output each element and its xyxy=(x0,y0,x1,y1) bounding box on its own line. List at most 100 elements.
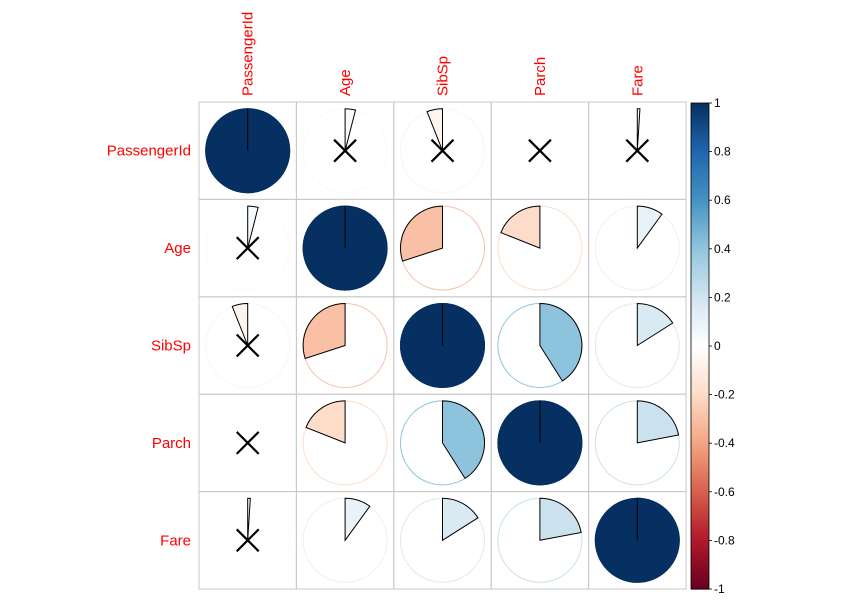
colorbar-segment xyxy=(691,571,709,576)
colorbar-segment xyxy=(691,516,709,520)
colorbar-segment xyxy=(691,418,709,422)
row-labels: PassengerId Age SibSp Parch Fare xyxy=(107,143,191,550)
colorbar-segment xyxy=(691,508,709,512)
insignificant-cross xyxy=(528,138,552,163)
colorbar-segment xyxy=(691,246,709,250)
colorbar-segment xyxy=(691,394,709,398)
row-label-age: Age xyxy=(164,240,191,257)
colorbar-segment xyxy=(691,129,709,133)
cell-passengerid-parch xyxy=(490,101,590,200)
colorbar-segment xyxy=(691,520,709,524)
colorbar-segment xyxy=(691,535,709,539)
colorbar-segment xyxy=(691,574,709,578)
colorbar-segment xyxy=(691,350,709,354)
colorbar-segment xyxy=(691,183,709,187)
color-legend: 1 0.8 0.6 0.4 0.2 0 -0.2 -0.4 -0.6 -0.8 -1 xyxy=(690,96,735,596)
colorbar-segment xyxy=(691,484,709,488)
colorbar-segment xyxy=(691,528,709,532)
colorbar-segment xyxy=(691,144,709,148)
colorbar-segment xyxy=(691,457,709,461)
colorbar-segment xyxy=(691,251,709,255)
colorbar-segment xyxy=(691,338,709,342)
colorbar-segment xyxy=(691,455,709,459)
pie-wedge xyxy=(305,400,346,444)
colorbar-segment xyxy=(691,231,709,235)
insignificant-cross xyxy=(430,138,455,163)
correlation-grid xyxy=(198,101,687,590)
pie-wedge xyxy=(344,497,371,542)
colorbar-segment xyxy=(691,178,709,182)
colorbar-segment xyxy=(691,477,709,481)
colorbar-segment xyxy=(691,501,709,505)
colorbar-segment xyxy=(691,375,709,379)
colorbar-segment xyxy=(691,579,709,583)
colorbar-segment xyxy=(691,107,709,111)
colorbar-segment xyxy=(691,467,709,471)
col-label-fare: Fare xyxy=(629,65,646,96)
pie-wedge xyxy=(302,302,346,360)
colorbar-segment xyxy=(691,445,709,449)
row-label-sibsp: SibSp xyxy=(151,338,191,355)
colorbar-segment xyxy=(691,226,709,230)
colorbar-segment xyxy=(691,222,709,226)
colorbar-segment xyxy=(691,188,709,192)
row-label-passengerid: PassengerId xyxy=(107,143,191,160)
colorbar-tick-label: -0.2 xyxy=(714,388,735,402)
colorbar-segment xyxy=(691,120,709,124)
colorbar-segment xyxy=(691,166,709,170)
colorbar-segment xyxy=(691,581,709,585)
column-labels: PassengerId Age SibSp Parch Fare xyxy=(240,12,647,96)
colorbar-segment xyxy=(691,426,709,430)
cell-parch-passengerid xyxy=(198,393,297,493)
colorbar-segment xyxy=(691,256,709,260)
colorbar-segment xyxy=(691,124,709,128)
colorbar-tick-label: -0.6 xyxy=(714,485,735,499)
cell-age-sibsp xyxy=(393,198,492,298)
colorbar-segment xyxy=(691,304,709,308)
colorbar-segment xyxy=(691,547,709,551)
colorbar-segment xyxy=(691,472,709,476)
colorbar-segment xyxy=(691,448,709,452)
colorbar-segment xyxy=(691,372,709,376)
pie-wedge xyxy=(539,497,582,541)
colorbar-segment xyxy=(691,486,709,490)
colorbar-segment xyxy=(691,387,709,391)
colorbar-segment xyxy=(691,552,709,556)
colorbar-segment xyxy=(691,389,709,393)
colorbar-segment xyxy=(691,292,709,296)
colorbar-segment xyxy=(691,460,709,464)
colorbar-segment xyxy=(691,282,709,286)
colorbar-segment xyxy=(691,525,709,529)
colorbar-segment xyxy=(691,214,709,218)
insignificant-cross xyxy=(235,431,260,455)
colorbar-segment xyxy=(691,219,709,223)
colorbar-segment xyxy=(691,370,709,374)
colorbar-segment xyxy=(691,482,709,486)
cell-sibsp-passengerid xyxy=(198,296,297,395)
colorbar-segment xyxy=(691,132,709,136)
colorbar-segment xyxy=(691,217,709,221)
cell-sibsp-age xyxy=(295,296,395,395)
colorbar-segment xyxy=(691,307,709,311)
colorbar-segment xyxy=(691,105,709,109)
colorbar-segment xyxy=(691,285,709,289)
cell-passengerid-age xyxy=(295,101,395,200)
colorbar-segment xyxy=(691,151,709,155)
colorbar-segment xyxy=(691,433,709,437)
colorbar-segment xyxy=(691,185,709,189)
pie-wedge xyxy=(636,302,674,347)
colorbar-segment xyxy=(691,409,709,413)
colorbar-segment xyxy=(691,195,709,199)
colorbar-segment xyxy=(691,496,709,500)
colorbar-segment xyxy=(691,431,709,435)
colorbar-segment xyxy=(691,353,709,357)
colorbar-segment xyxy=(691,401,709,405)
colorbar-segment xyxy=(691,146,709,150)
colorbar-segment xyxy=(691,314,709,318)
colorbar-tick-label: 1 xyxy=(714,96,721,110)
colorbar-tick-label: -0.4 xyxy=(714,436,735,450)
pie-wedge xyxy=(426,108,443,151)
colorbar-segment xyxy=(691,397,709,401)
pie-wedge xyxy=(247,497,251,541)
colorbar-segment xyxy=(691,229,709,233)
